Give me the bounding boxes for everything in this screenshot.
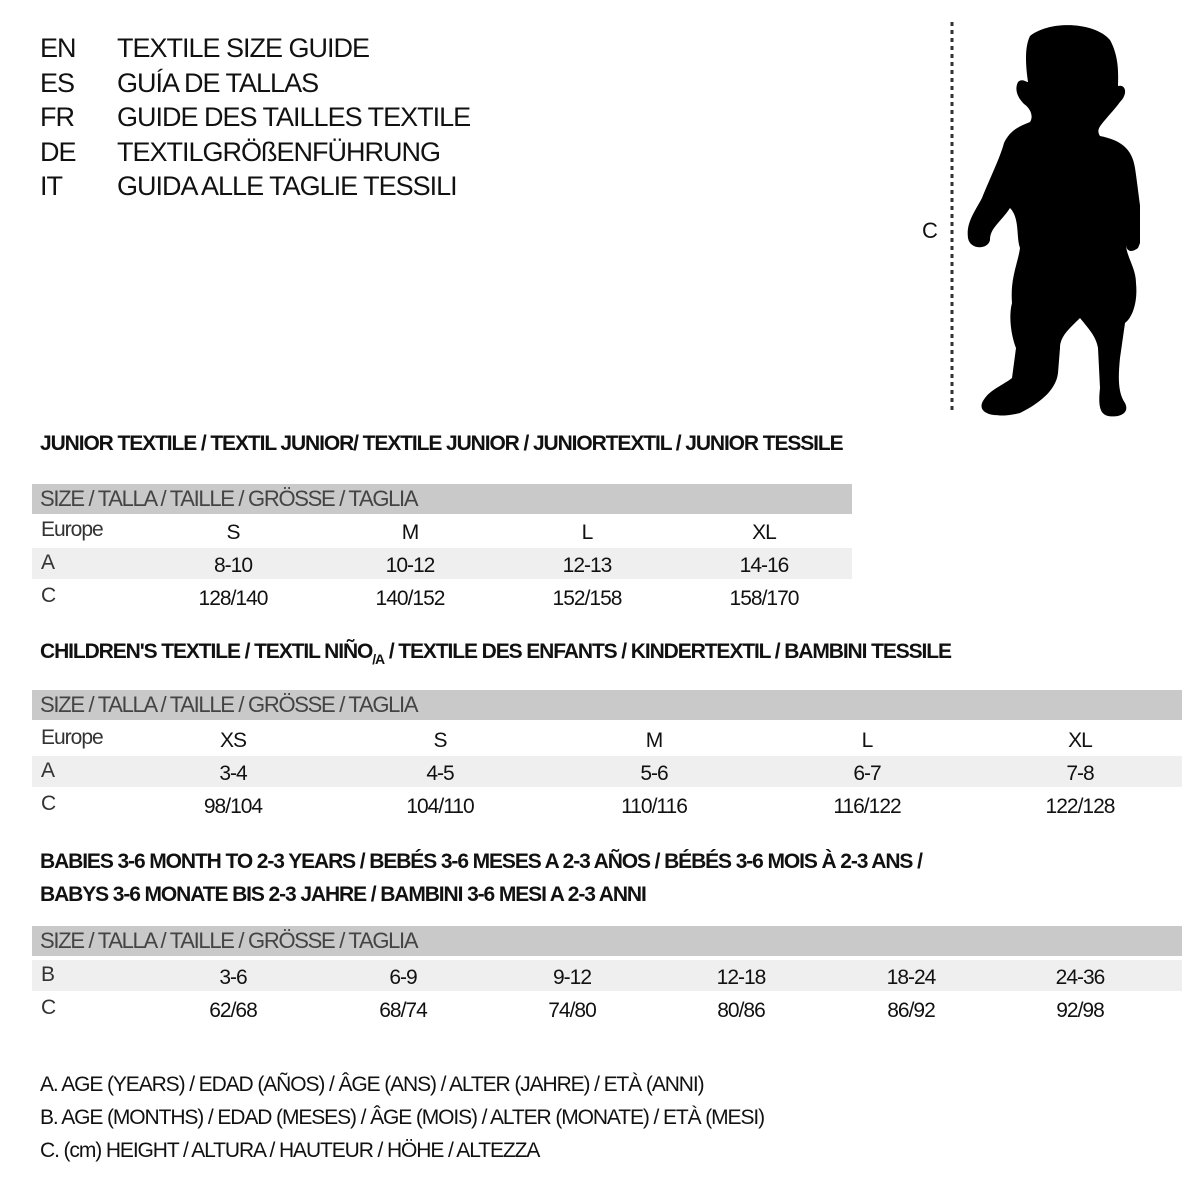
row-shading xyxy=(32,548,852,579)
title-lang-code: DE xyxy=(40,136,77,167)
babies-heading-line1: BABIES 3-6 MONTH TO 2-3 YEARS / BEBÉS 3-… xyxy=(40,850,923,873)
legend-c: C. (cm) HEIGHT / ALTURA / HAUTEUR / HÖHE… xyxy=(40,1139,540,1162)
table-cell: 68/74 xyxy=(379,999,428,1022)
junior-heading: JUNIOR TEXTILE / TEXTIL JUNIOR/ TEXTILE … xyxy=(40,432,844,455)
table-cell: 8-10 xyxy=(213,554,253,577)
row-label: Europe xyxy=(41,518,104,541)
row-label: Europe xyxy=(41,726,104,749)
size-header-row: SIZE / TALLA / TAILLE / GRÖSSE / TAGLIA xyxy=(32,690,1182,720)
table-cell: M xyxy=(401,521,419,544)
table-cell: 92/98 xyxy=(1056,999,1105,1022)
table-cell: 6-9 xyxy=(389,966,417,989)
table-cell: 18-24 xyxy=(886,966,937,989)
title-text: GUIDA ALLE TAGLIE TESSILI xyxy=(117,171,458,201)
children-heading-rest: / TEXTILE DES ENFANTS / KINDERTEXTIL / B… xyxy=(384,640,952,663)
babies-heading-line2: BABYS 3-6 MONATE BIS 2-3 JAHRE / BAMBINI… xyxy=(40,883,647,906)
title-lang-code: FR xyxy=(40,102,75,132)
table-cell: 128/140 xyxy=(198,587,269,610)
table-cell: 12-18 xyxy=(716,966,767,989)
children-heading-main: CHILDREN'S TEXTILE / TEXTIL NIÑO xyxy=(40,640,373,663)
table-cell: 9-12 xyxy=(552,966,592,989)
table-cell: XL xyxy=(1068,729,1093,752)
table-cell: 3-6 xyxy=(219,966,247,989)
table-cell: 12-13 xyxy=(562,554,613,577)
table-cell: 110/116 xyxy=(621,795,688,818)
table-cell: 7-8 xyxy=(1066,762,1094,785)
table-cell: 14-16 xyxy=(739,554,790,577)
title-lang-code: ES xyxy=(40,67,75,98)
row-label: A xyxy=(41,551,55,574)
child-silhouette-icon xyxy=(967,25,1140,417)
table-cell: L xyxy=(861,729,874,752)
size-header-label: SIZE / TALLA / TAILLE / GRÖSSE / TAGLIA xyxy=(40,928,419,953)
table-cell: L xyxy=(581,521,594,544)
table-cell: 152/158 xyxy=(552,587,623,610)
size-header-label: SIZE / TALLA / TAILLE / GRÖSSE / TAGLIA xyxy=(40,486,419,511)
table-cell: 24-36 xyxy=(1055,966,1106,989)
children-size-table: SIZE / TALLA / TAILLE / GRÖSSE / TAGLIA E… xyxy=(32,690,1182,822)
legend-b: B. AGE (MONTHS) / EDAD (MESES) / ÂGE (MO… xyxy=(40,1106,765,1129)
title-text: GUIDE DES TAILLES TEXTILE xyxy=(117,102,471,132)
table-cell: 62/68 xyxy=(209,999,258,1022)
legend-a: A. AGE (YEARS) / EDAD (AÑOS) / ÂGE (ANS)… xyxy=(40,1073,705,1096)
table-cell: 86/92 xyxy=(887,999,936,1022)
row-shading xyxy=(32,756,1182,787)
table-cell: 10-12 xyxy=(385,554,436,577)
title-text: TEXTILE SIZE GUIDE xyxy=(117,33,370,63)
title-text: GUÍA DE TALLAS xyxy=(117,67,319,98)
row-label: C xyxy=(41,792,56,815)
table-cell: 4-5 xyxy=(426,762,454,785)
junior-size-table: SIZE / TALLA / TAILLE / GRÖSSE / TAGLIA E… xyxy=(32,484,852,616)
size-header-row: SIZE / TALLA / TAILLE / GRÖSSE / TAGLIA xyxy=(32,926,1182,956)
row-label: A xyxy=(41,759,55,782)
table-cell: 5-6 xyxy=(640,762,668,785)
table-cell: M xyxy=(645,729,663,752)
table-cell: 3-4 xyxy=(219,762,247,785)
table-cell: 6-7 xyxy=(853,762,881,785)
row-label: B xyxy=(41,963,55,986)
table-cell: 158/170 xyxy=(729,587,800,610)
table-cell: 98/104 xyxy=(203,795,263,818)
row-label: C xyxy=(41,996,56,1019)
table-cell: 80/86 xyxy=(717,999,766,1022)
size-header-label: SIZE / TALLA / TAILLE / GRÖSSE / TAGLIA xyxy=(40,692,419,717)
row-label: C xyxy=(41,584,56,607)
table-cell: 74/80 xyxy=(548,999,597,1022)
table-cell: 104/110 xyxy=(406,795,474,818)
table-cell: S xyxy=(226,521,240,544)
children-heading: CHILDREN'S TEXTILE / TEXTIL NIÑO/A / TEX… xyxy=(40,640,952,667)
table-cell: 122/128 xyxy=(1045,795,1116,818)
height-measure-line xyxy=(950,22,954,414)
table-cell: 140/152 xyxy=(375,587,446,610)
title-lang-code: EN xyxy=(40,33,77,63)
children-heading-sub: /A xyxy=(372,651,385,667)
row-shading xyxy=(32,960,1182,991)
title-text: TEXTILGRÖßENFÜHRUNG xyxy=(117,136,441,167)
table-cell: 116/122 xyxy=(833,795,901,818)
table-cell: S xyxy=(433,729,447,752)
babies-size-table: SIZE / TALLA / TAILLE / GRÖSSE / TAGLIA B… xyxy=(32,926,1182,1026)
size-header-row: SIZE / TALLA / TAILLE / GRÖSSE / TAGLIA xyxy=(32,484,852,514)
height-measure-label: C xyxy=(922,218,938,243)
table-cell: XL xyxy=(752,521,777,544)
title-lang-code: IT xyxy=(40,171,63,201)
table-cell: XS xyxy=(219,729,247,752)
